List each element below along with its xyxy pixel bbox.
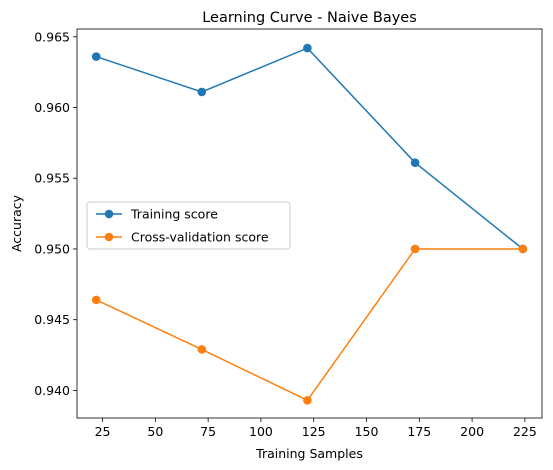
cross-validation-score-point	[197, 345, 207, 354]
legend-item-cross-validation-score: Cross-validation score	[96, 230, 269, 245]
cross-validation-score-point	[518, 244, 528, 254]
legend-item-training-score: Training score	[96, 207, 218, 222]
y-tick-label: 0.955	[34, 171, 70, 186]
training-score-point	[197, 87, 207, 97]
training-score-point	[410, 158, 420, 167]
legend-label: Training score	[130, 207, 218, 222]
cross-validation-score-line	[95, 248, 523, 402]
legend-swatch-marker	[104, 232, 114, 242]
y-tick-label: 0.950	[34, 241, 70, 256]
training-score-point	[91, 52, 101, 61]
training-score-point	[303, 43, 312, 53]
x-tick-label: 25	[95, 424, 111, 439]
x-tick-label: 75	[200, 424, 216, 439]
x-axis-ticks: 25 50 75 100 125 150 175 200 225	[95, 418, 537, 439]
y-tick-label: 0.945	[34, 312, 70, 327]
series-cross-validation-score	[91, 244, 528, 405]
y-axis-label: Accuracy	[9, 194, 24, 252]
x-tick-label: 175	[407, 424, 431, 439]
legend-box	[86, 201, 291, 250]
series-layer	[91, 43, 528, 405]
legend: Training score Cross-validation score	[86, 201, 291, 250]
chart-title: Learning Curve - Naive Bayes	[202, 10, 417, 26]
legend-swatch-marker	[104, 209, 114, 219]
cross-validation-score-point	[303, 396, 312, 405]
cross-validation-score-point	[410, 244, 420, 254]
plot-frame	[76, 28, 543, 419]
y-axis-ticks: 0.940 0.945 0.950 0.955 0.960 0.965	[34, 29, 77, 398]
plot-area	[76, 28, 543, 419]
cross-validation-score-point	[91, 295, 101, 305]
y-tick-label: 0.965	[34, 29, 70, 44]
x-tick-label: 50	[147, 424, 163, 439]
y-tick-label: 0.940	[34, 383, 70, 398]
legend-label: Cross-validation score	[131, 230, 269, 245]
x-tick-label: 225	[513, 424, 537, 439]
x-tick-label: 100	[249, 424, 273, 439]
x-tick-label: 150	[355, 424, 379, 439]
y-tick-label: 0.960	[34, 100, 70, 115]
x-axis-label: Training Samples	[255, 446, 363, 461]
x-tick-label: 125	[302, 424, 326, 439]
x-tick-label: 200	[460, 424, 484, 439]
